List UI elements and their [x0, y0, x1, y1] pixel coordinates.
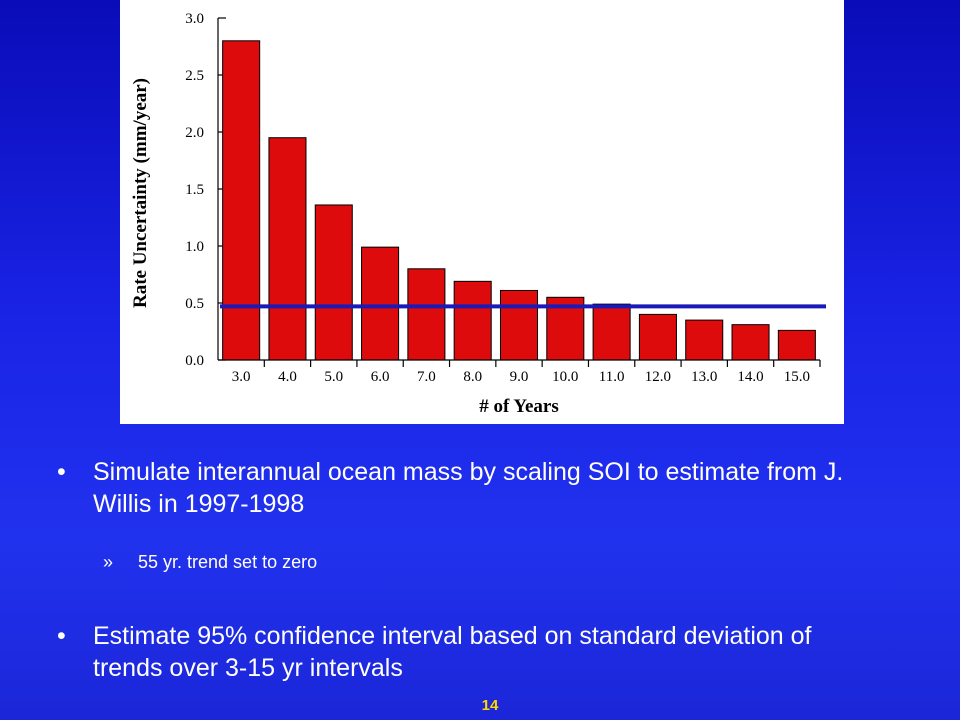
y-tick-label: 0.0 [185, 353, 204, 369]
bar [777, 329, 816, 361]
y-tick-label: 0.5 [185, 296, 204, 312]
y-axis-title: Rate Uncertainty (mm/year) [130, 78, 151, 308]
bar [314, 204, 353, 361]
sub-bullet-text: 55 yr. trend set to zero [138, 552, 318, 572]
bar-chart: 0.0 0.5 1.0 1.5 2.0 2.5 3.0 3.0 4.0 5.0 6.0 7.0 8.0… [130, 11, 826, 417]
y-tick-label: 2.0 [185, 125, 204, 141]
y-tick-label: 1.5 [185, 182, 204, 198]
x-axis-title: # of Years [479, 396, 559, 417]
y-axis-ticks: 0.0 0.5 1.0 1.5 2.0 2.5 3.0 [185, 11, 226, 369]
x-tick-label: 3.0 [232, 369, 251, 385]
y-tick-label: 1.0 [185, 239, 204, 255]
x-tick-label: 10.0 [552, 369, 578, 385]
page-number: 14 [481, 697, 499, 714]
x-tick-label: 15.0 [784, 369, 810, 385]
x-tick-label: 7.0 [417, 369, 436, 385]
x-tick-label: 5.0 [324, 369, 343, 385]
x-tick-label: 12.0 [645, 369, 671, 385]
sub-bullet-marker: » [103, 552, 114, 572]
x-tick-label: 6.0 [371, 369, 390, 385]
x-tick-label: 4.0 [278, 369, 297, 385]
bullet-marker: • [57, 622, 66, 650]
bar [731, 324, 770, 361]
x-tick-label: 13.0 [691, 369, 717, 385]
x-tick-label: 9.0 [510, 369, 529, 385]
x-axis-ticks: 3.0 4.0 5.0 6.0 7.0 8.0 9.0 10.0 11.0 12.0 13.0 14.… [232, 360, 821, 385]
x-tick-label: 8.0 [463, 369, 482, 385]
bar [499, 289, 539, 361]
bullet-marker: • [57, 458, 66, 486]
bar [453, 280, 492, 361]
bullet-text: Estimate 95% confidence interval based o… [93, 622, 812, 682]
sub-bullet-item: » 55 yr. trend set to zero [103, 552, 503, 578]
bullet-text: Simulate interannual ocean mass by scali… [93, 458, 844, 518]
bullet-item: • Estimate 95% confidence interval based… [57, 620, 917, 690]
bar [407, 268, 446, 361]
bar [685, 319, 724, 361]
x-tick-label: 14.0 [737, 369, 763, 385]
chart-panel: 0.0 0.5 1.0 1.5 2.0 2.5 3.0 3.0 4.0 5.0 6.0 7.0 8.0… [120, 0, 844, 424]
bar [592, 303, 631, 361]
y-tick-label: 3.0 [185, 11, 204, 27]
y-tick-label: 2.5 [185, 68, 204, 84]
bullet-item: • Simulate interannual ocean mass by sca… [57, 456, 917, 526]
x-tick-label: 11.0 [599, 369, 625, 385]
